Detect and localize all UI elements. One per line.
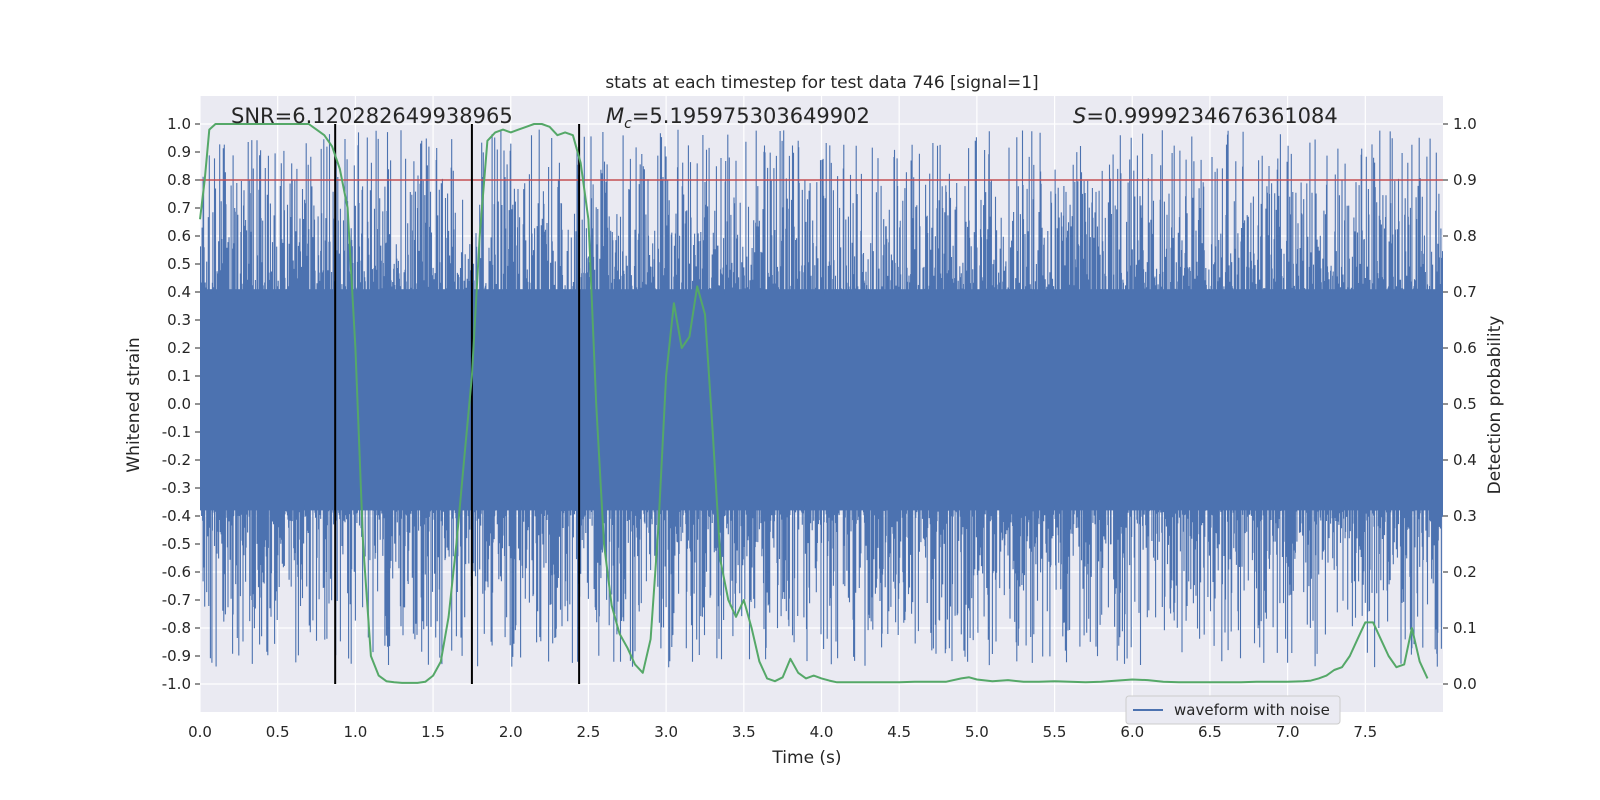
score-value: =0.9999234676361084 [1086,104,1337,128]
x-tick-label: 5.0 [965,723,989,741]
y-tick-label: 0.2 [167,339,191,357]
x-tick-label: 1.5 [421,723,445,741]
y-tick-label: -0.1 [162,423,191,441]
chirp-mass-value: =5.195975303649902 [632,104,870,128]
y-right-tick-label: 0.1 [1453,619,1477,637]
y-tick-label: 0.5 [167,255,191,273]
x-tick-label: 3.0 [654,723,678,741]
y-right-tick-label: 1.0 [1453,115,1477,133]
waveform-trace [200,129,1443,668]
y-tick-label: 0.4 [167,283,191,301]
y-tick-label: 0.6 [167,227,191,245]
y-tick-label: 0.3 [167,311,191,329]
y-right-tick-label: 0.5 [1453,395,1477,413]
y-tick-label: -0.2 [162,451,191,469]
x-tick-label: 3.5 [732,723,756,741]
x-tick-label: 6.0 [1120,723,1144,741]
y-axis-label-left: Whitened strain [124,337,144,472]
y-tick-label: -0.5 [162,535,191,553]
x-tick-label: 7.5 [1353,723,1377,741]
marker-lines [200,124,1443,684]
y-tick-label: 0.8 [167,171,191,189]
y-axis-label-right: Detection probability [1485,316,1505,495]
x-tick-label: 1.0 [343,723,367,741]
y-right-tick-label: 0.8 [1453,227,1477,245]
ticks: 0.0 0.5 1.0 1.5 2.0 2.5 3.0 3.5 4.0 4.5 5.0 5.5 6.0 6… [162,115,1477,741]
y-tick-label: -0.6 [162,563,191,581]
y-right-tick-label: 0.7 [1453,283,1477,301]
chart-title: stats at each timestep for test data 746… [605,73,1038,93]
x-tick-label: 0.0 [188,723,212,741]
y-tick-label: -0.3 [162,479,191,497]
score-annotation: S=0.9999234676361084 [1073,104,1338,128]
y-right-tick-label: 0.6 [1453,339,1477,357]
legend-box [1125,695,1341,725]
x-axis-label: Time (s) [771,748,841,768]
legend-label-waveform: waveform with noise [1174,701,1330,719]
y-tick-label: 0.9 [167,143,191,161]
y-tick-label: 0.7 [167,199,191,217]
y-tick-label: -0.4 [162,507,191,525]
snr-annotation: SNR=6.120282649938965 [231,104,513,128]
y-tick-label: 1.0 [167,115,191,133]
y-tick-label: -0.8 [162,619,191,637]
chirp-mass-annotation: Mc=5.195975303649902 [606,104,870,132]
x-tick-label: 5.5 [1043,723,1067,741]
y-tick-label: -0.9 [162,647,191,665]
legend: waveform with noise [1125,695,1341,725]
y-right-tick-label: 0.0 [1453,675,1477,693]
probability-series [199,123,1429,684]
x-tick-label: 0.5 [266,723,290,741]
x-tick-label: 7.0 [1276,723,1300,741]
score-symbol: S [1073,104,1086,128]
x-tick-label: 2.5 [577,723,601,741]
chirp-mass-subscript: c [624,116,632,132]
y-tick-label: -0.7 [162,591,191,609]
y-tick-label: -1.0 [162,675,191,693]
x-tick-label: 6.5 [1198,723,1222,741]
chirp-mass-symbol: M [606,104,624,128]
waveform-series [200,129,1443,668]
x-tick-label: 4.0 [810,723,834,741]
y-tick-label: 0.0 [167,395,191,413]
y-right-tick-label: 0.9 [1453,171,1477,189]
y-right-tick-label: 0.2 [1453,563,1477,581]
y-right-tick-label: 0.4 [1453,451,1477,469]
y-tick-label: 0.1 [167,367,191,385]
y-right-tick-label: 0.3 [1453,507,1477,525]
detection-probability-line [199,123,1429,684]
x-tick-label: 2.0 [499,723,523,741]
x-tick-label: 4.5 [887,723,911,741]
